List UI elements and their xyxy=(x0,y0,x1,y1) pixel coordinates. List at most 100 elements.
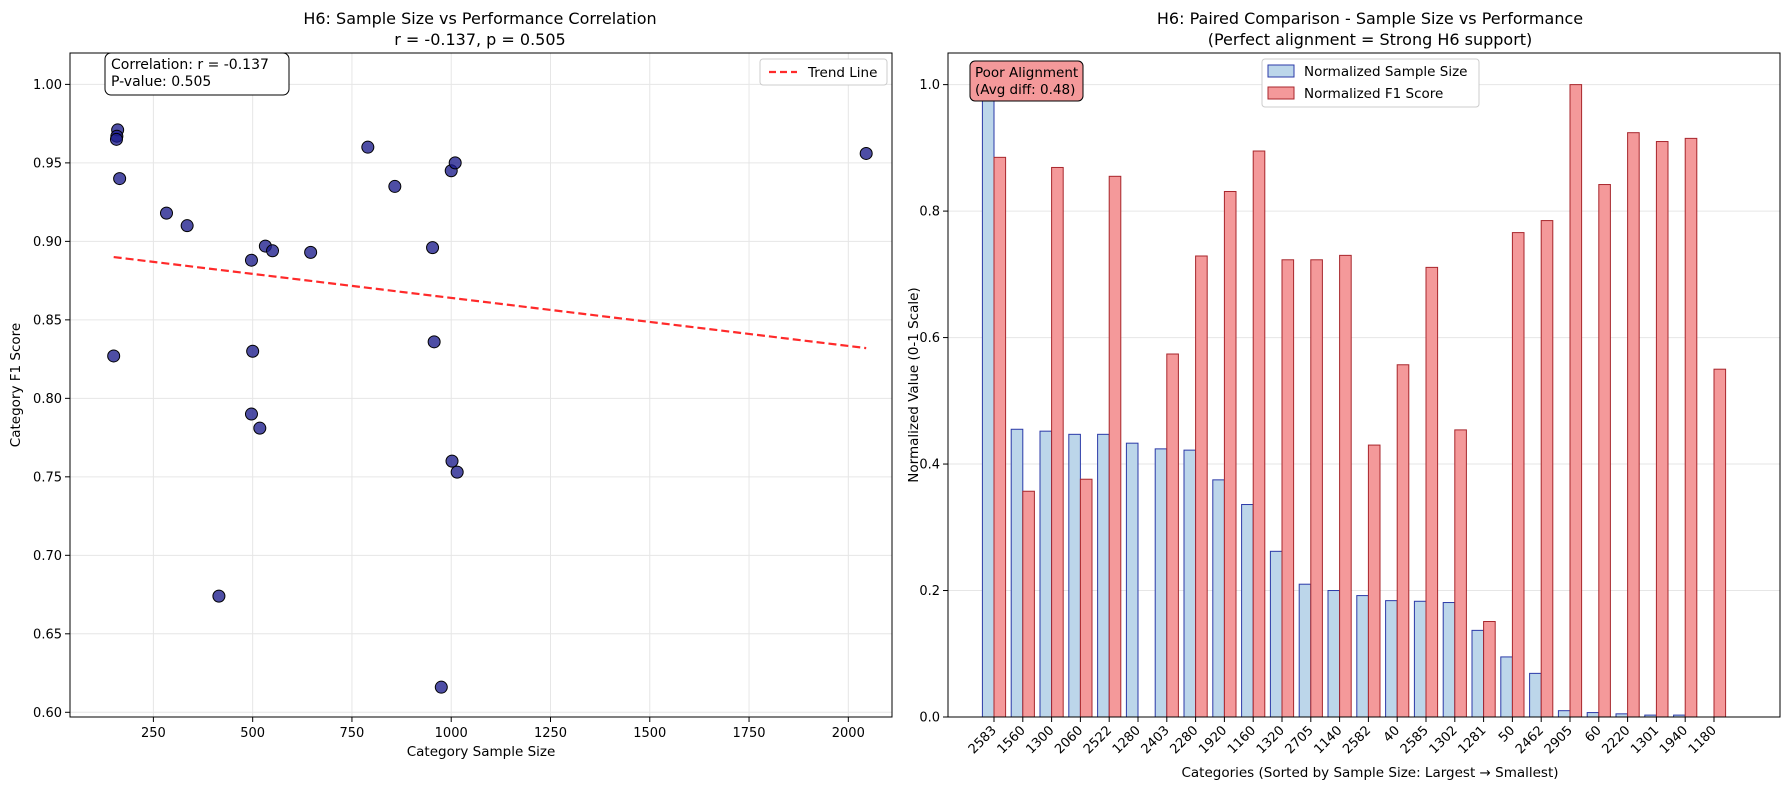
scatter-point xyxy=(107,349,121,363)
sample-size-bar xyxy=(1097,433,1110,718)
sample-size-legend-label: Normalized Sample Size xyxy=(1304,64,1467,80)
alignment-annotation-box: Poor Alignment (Avg diff: 0.48) xyxy=(969,60,1084,102)
correlation-annotation-box: Correlation: r = -0.137 P-value: 0.505 xyxy=(104,52,290,96)
f1-score-legend-swatch xyxy=(1267,86,1295,100)
correlation-annotation-line1: Correlation: r = -0.137 xyxy=(111,57,269,73)
scatter-y-tick-label: 0.70 xyxy=(33,549,62,564)
bar-y-tick-label: 0.0 xyxy=(919,711,940,726)
sample-size-bar xyxy=(1212,479,1225,718)
scatter-point xyxy=(361,140,375,154)
scatter-point xyxy=(426,241,440,255)
f1-score-bar xyxy=(1339,254,1352,718)
bar-legend: Normalized Sample Size Normalized F1 Sco… xyxy=(1261,58,1480,108)
sample-size-bar xyxy=(1068,433,1081,718)
scatter-y-tick-label: 0.75 xyxy=(33,470,62,485)
scatter-panel: H6: Sample Size vs Performance Correlati… xyxy=(8,9,893,760)
bar-axes-frame xyxy=(947,52,1781,718)
f1-score-bar xyxy=(1108,175,1122,718)
f1-score-bar xyxy=(1396,364,1410,718)
sample-size-bar xyxy=(981,84,995,718)
scatter-y-tick-label: 0.60 xyxy=(33,706,62,721)
scatter-point xyxy=(159,206,173,220)
scatter-y-tick-label: 0.85 xyxy=(33,313,62,328)
sample-size-bar xyxy=(1586,712,1600,718)
sample-size-bar xyxy=(1471,629,1485,718)
f1-score-bar xyxy=(1627,132,1640,718)
correlation-annotation-line2: P-value: 0.505 xyxy=(111,74,211,90)
bar-series xyxy=(981,84,1727,718)
f1-score-bar xyxy=(1540,220,1554,718)
bar-subtitle: (Perfect alignment = Strong H6 support) xyxy=(1208,30,1533,49)
f1-score-bar xyxy=(1511,232,1525,718)
scatter-point xyxy=(212,589,226,603)
f1-score-bar xyxy=(1310,259,1323,718)
f1-score-legend-label: Normalized F1 Score xyxy=(1304,86,1443,102)
scatter-point xyxy=(434,680,448,694)
sample-size-bar xyxy=(1529,672,1542,718)
sample-size-bar xyxy=(1442,602,1456,718)
sample-size-bar xyxy=(1500,656,1513,718)
bar-x-axis-label: Categories (Sorted by Sample Size: Large… xyxy=(1181,765,1558,781)
f1-score-bar xyxy=(1483,621,1496,718)
sample-size-bar xyxy=(1298,583,1312,718)
scatter-point xyxy=(180,219,194,233)
scatter-point xyxy=(388,179,402,193)
scatter-x-tick-label: 750 xyxy=(340,726,365,741)
sample-size-bar xyxy=(1327,590,1341,718)
scatter-trend-layer xyxy=(113,255,867,350)
f1-score-bar xyxy=(1598,184,1611,718)
sample-size-bar xyxy=(1413,600,1427,718)
scatter-y-tick-label: 1.00 xyxy=(33,78,62,93)
scatter-point xyxy=(427,335,441,349)
f1-score-bar xyxy=(1166,353,1179,718)
f1-score-bar xyxy=(1223,190,1237,718)
scatter-point xyxy=(448,156,462,170)
scatter-x-tick-label: 1750 xyxy=(732,726,765,741)
scatter-point xyxy=(109,132,123,146)
f1-score-bar xyxy=(1425,266,1439,718)
scatter-point xyxy=(859,146,873,160)
f1-score-bar xyxy=(1051,166,1064,718)
scatter-x-tick-label: 250 xyxy=(141,726,166,741)
f1-score-bar xyxy=(1281,259,1295,718)
f1-score-bar xyxy=(1252,150,1266,718)
scatter-x-tick-label: 1000 xyxy=(435,726,468,741)
f1-score-bar xyxy=(1022,490,1035,718)
f1-score-bar xyxy=(993,156,1007,718)
trend-line-legend-label: Trend Line xyxy=(807,65,877,81)
bar-y-tick-label: 0.4 xyxy=(919,458,940,473)
sample-size-bar xyxy=(1154,448,1168,718)
scatter-point xyxy=(244,407,258,421)
scatter-x-tick-label: 1500 xyxy=(633,726,666,741)
bar-y-axis-label: Normalized Value (0-1 Scale) xyxy=(906,287,922,482)
bar-title: H6: Paired Comparison - Sample Size vs P… xyxy=(1157,9,1583,28)
scatter-x-tick-label: 1250 xyxy=(534,726,567,741)
scatter-x-tick-label: 500 xyxy=(240,726,265,741)
f1-score-bar xyxy=(1367,444,1381,718)
f1-score-bar xyxy=(1569,84,1583,718)
scatter-y-tick-label: 0.95 xyxy=(33,156,62,171)
scatter-point xyxy=(246,344,260,358)
sample-size-bar xyxy=(1269,550,1283,718)
trend-line xyxy=(113,255,867,350)
scatter-y-ticks: 0.60 0.65 0.70 0.75 0.80 0.85 0.90 0.95 1.00 xyxy=(33,78,70,721)
f1-score-bar xyxy=(1454,429,1467,718)
scatter-point xyxy=(244,253,258,267)
scatter-y-axis-label: Category F1 Score xyxy=(8,323,24,447)
scatter-legend: Trend Line xyxy=(759,58,888,86)
bar-y-tick-label: 0.2 xyxy=(919,584,940,599)
bar-y-tick-label: 0.6 xyxy=(919,331,940,346)
scatter-x-ticks: 250 500 750 1000 1250 1500 1750 2000 xyxy=(141,717,865,741)
scatter-x-tick-label: 2000 xyxy=(832,726,865,741)
scatter-point xyxy=(113,172,127,186)
scatter-y-tick-label: 0.80 xyxy=(33,392,62,407)
scatter-grid xyxy=(70,53,892,717)
sample-size-bar xyxy=(1183,449,1197,718)
scatter-point xyxy=(266,244,280,258)
scatter-y-tick-label: 0.90 xyxy=(33,235,62,250)
scatter-point xyxy=(445,454,459,468)
sample-size-bar xyxy=(1241,504,1254,718)
scatter-x-axis-label: Category Sample Size xyxy=(407,744,556,760)
sample-size-bar xyxy=(1010,428,1024,718)
